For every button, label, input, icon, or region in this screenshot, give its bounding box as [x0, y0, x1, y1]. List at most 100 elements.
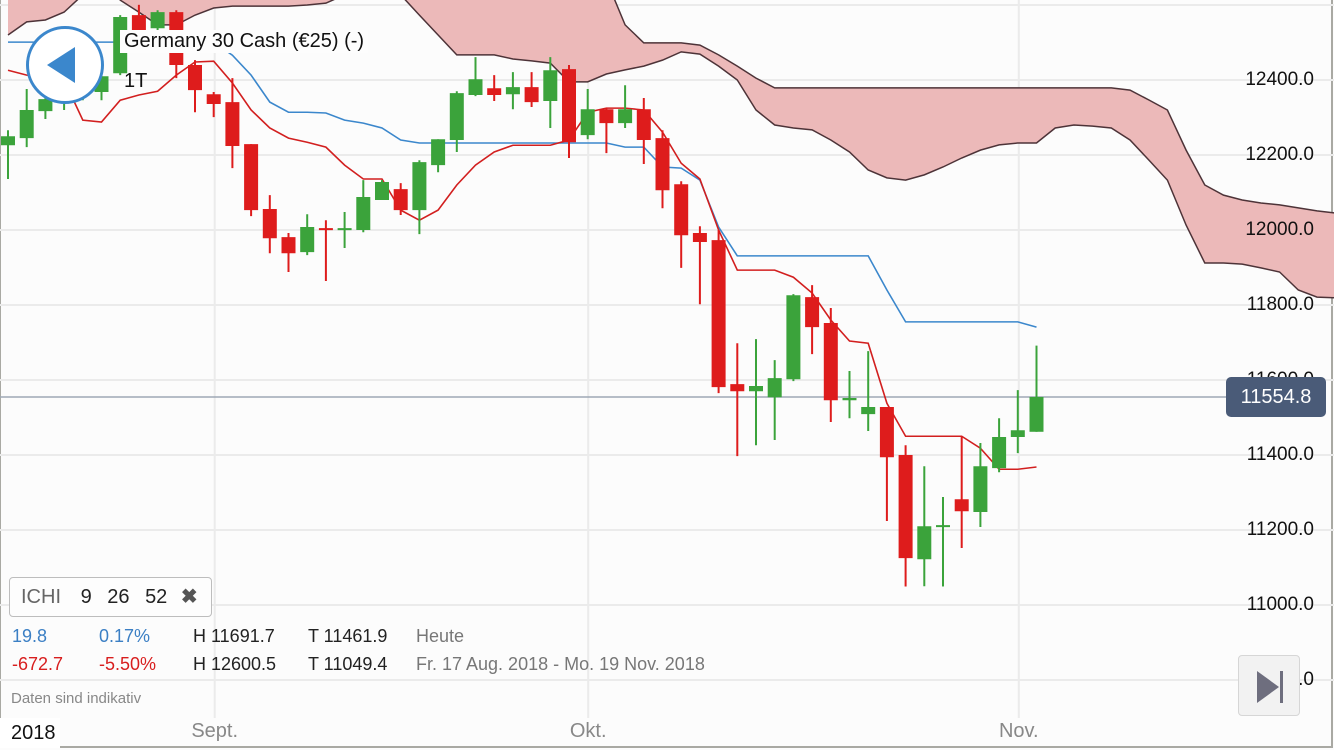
candle-body: [749, 386, 763, 392]
close-icon[interactable]: ✖: [180, 586, 198, 608]
indicator-chip[interactable]: ICHI 9 26 52 ✖: [9, 577, 212, 617]
candle-body: [618, 109, 633, 124]
candle-down: [655, 130, 670, 209]
candle-body: [412, 162, 427, 211]
candle-body: [1, 136, 15, 146]
candle-down: [262, 195, 277, 254]
candle-down: [674, 181, 689, 268]
candle-body: [580, 109, 595, 136]
candle-up: [917, 466, 932, 587]
tenkan-line: [7, 60, 1037, 471]
candle-body: [375, 182, 389, 200]
candle-body: [505, 87, 520, 95]
candle-up: [505, 72, 520, 110]
candle-up: [1029, 345, 1044, 432]
candle-body: [300, 227, 315, 253]
candle-down: [692, 226, 707, 305]
last-price-badge: 11554.8: [1226, 377, 1326, 417]
candle-body: [599, 109, 614, 124]
candle-body: [281, 237, 296, 254]
candle-body: [1010, 430, 1025, 437]
y-axis-label: 11800.0: [1246, 294, 1314, 315]
indicator-param-3: 52: [145, 586, 168, 608]
candle-down: [879, 407, 894, 521]
candle-up: [786, 294, 801, 382]
back-button[interactable]: [26, 26, 104, 104]
candle-body: [524, 87, 539, 103]
period-label[interactable]: 1T: [124, 70, 148, 92]
candle-body: [711, 240, 726, 388]
candle-body: [449, 93, 464, 140]
y-axis-label: 11200.0: [1246, 519, 1314, 540]
candle-down: [562, 65, 576, 158]
candle-down: [318, 220, 333, 281]
candle-down: [281, 233, 296, 272]
candle-body: [468, 79, 483, 95]
candle-body: [917, 526, 932, 560]
cloud-edge-line: [7, 0, 1334, 299]
candle-up: [861, 351, 876, 431]
range-change-pct: -5.50%: [99, 654, 157, 674]
indicator-name: ICHI: [21, 586, 61, 608]
candle-body: [262, 209, 277, 239]
candle-body: [431, 139, 446, 166]
candle-body: [861, 407, 876, 415]
today-label: Heute: [416, 626, 465, 646]
candle-down: [188, 60, 202, 113]
candle-body: [655, 138, 670, 191]
candle-body: [936, 525, 950, 528]
candle-body: [805, 297, 820, 328]
candle-body: [356, 197, 371, 230]
y-axis-label: 12400.0: [1245, 69, 1314, 90]
candle-down: [206, 92, 221, 118]
today-high: H 11691.7: [193, 626, 275, 646]
candle-body: [150, 12, 165, 29]
skip-to-end-button[interactable]: [1238, 655, 1300, 716]
range-low: T 11049.4: [308, 654, 388, 674]
candle-up: [468, 57, 483, 97]
candle-up: [618, 85, 633, 128]
candle-up: [1, 130, 15, 179]
candle-body: [38, 99, 53, 112]
candle-down: [599, 108, 614, 154]
candle-up: [375, 180, 389, 200]
today-low: T 11461.9: [308, 626, 388, 646]
candle-down: [898, 445, 913, 587]
y-axis-label: 12200.0: [1245, 144, 1314, 165]
candle-body: [823, 323, 838, 401]
candle-up: [749, 339, 763, 446]
candle-body: [562, 69, 576, 143]
indicator-param-1: 9: [80, 586, 92, 608]
candle-body: [225, 102, 240, 146]
candle-body: [543, 70, 558, 101]
candle-body: [879, 407, 894, 458]
triangle-left-icon: [47, 47, 75, 83]
candle-up: [1010, 390, 1025, 454]
candle-down: [393, 183, 408, 215]
candle-body: [692, 233, 707, 242]
kijun-line: [8, 41, 1037, 328]
candle-body: [393, 189, 408, 211]
candle-body: [636, 109, 651, 140]
cloud-edge-line: [119, 0, 1334, 214]
candle-body: [973, 466, 988, 512]
x-axis-label: Nov.: [998, 720, 1039, 742]
candle-up: [337, 212, 352, 248]
candle-up: [449, 91, 464, 152]
candle-body: [767, 378, 782, 398]
play-icon: [1257, 671, 1279, 703]
x-axis-label: Sept.: [191, 720, 239, 742]
candle-up: [973, 443, 988, 527]
y-axis-label: 12000.0: [1245, 219, 1314, 240]
candle-up: [356, 180, 371, 233]
candle-up: [842, 371, 857, 419]
year-label: 2018: [0, 718, 60, 748]
candle-up: [767, 360, 782, 440]
candle-up: [936, 497, 950, 587]
candle-down: [954, 437, 969, 548]
candle-body: [992, 437, 1007, 469]
candle-body: [206, 94, 221, 104]
candle-body: [954, 499, 969, 512]
